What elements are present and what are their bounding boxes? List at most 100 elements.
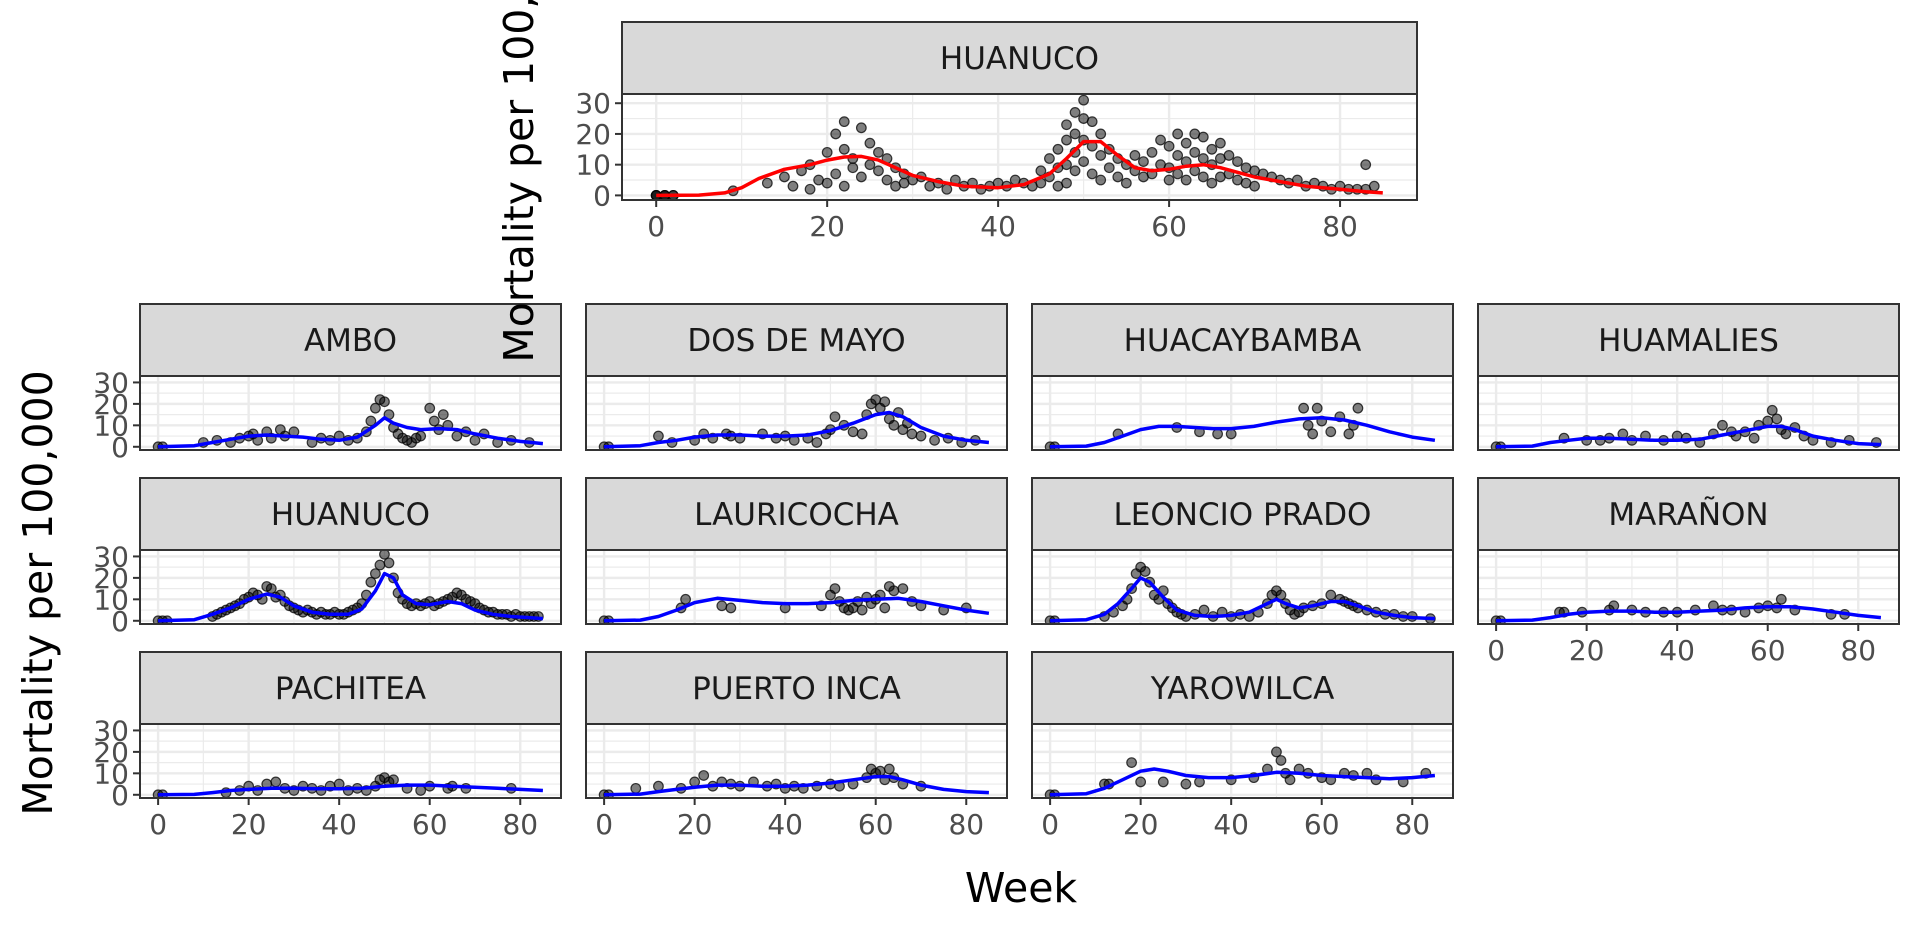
data-point bbox=[1126, 757, 1137, 769]
data-point bbox=[856, 428, 868, 440]
data-point bbox=[829, 411, 841, 423]
facet-strip bbox=[585, 303, 1008, 377]
data-point bbox=[1112, 171, 1124, 183]
panel-background bbox=[586, 550, 1007, 624]
trend-line bbox=[604, 410, 990, 449]
data-point bbox=[1138, 156, 1149, 167]
data-point bbox=[881, 174, 893, 186]
x-tick-label: 40 bbox=[1213, 808, 1249, 841]
data-point bbox=[1198, 604, 1210, 616]
data-point bbox=[1206, 177, 1218, 189]
data-point bbox=[451, 430, 463, 442]
data-point bbox=[1771, 413, 1783, 425]
trend-line bbox=[1496, 424, 1881, 449]
x-tick-label: 60 bbox=[858, 808, 894, 841]
facet-strip-label: HUAMALIES bbox=[1598, 323, 1779, 359]
gridlines bbox=[586, 376, 1007, 450]
facet-strip-label: HUANUCO bbox=[940, 41, 1099, 77]
data-point bbox=[1069, 107, 1081, 118]
data-point bbox=[864, 137, 876, 149]
data-point bbox=[1214, 137, 1226, 149]
bottom-y-axis-title: Mortality per 100,000 bbox=[14, 370, 62, 815]
data-point bbox=[469, 434, 481, 446]
facet-strip-label: AMBO bbox=[304, 323, 397, 359]
data-point bbox=[838, 143, 850, 155]
gridlines bbox=[586, 550, 1007, 624]
data-point bbox=[1129, 150, 1141, 161]
facet-strip-label: PUERTO INCA bbox=[692, 671, 901, 707]
trend-line bbox=[1050, 576, 1435, 623]
panel-border bbox=[1031, 549, 1454, 625]
data-point bbox=[1103, 162, 1115, 174]
data-point bbox=[847, 426, 859, 438]
data-point bbox=[1135, 776, 1147, 788]
facet-huacaybamba-3: HUACAYBAMBA bbox=[1031, 303, 1454, 451]
data-point bbox=[883, 763, 895, 775]
x-tick-label: 80 bbox=[948, 808, 984, 841]
data-point bbox=[1163, 140, 1175, 152]
data-point bbox=[821, 146, 833, 158]
data-point bbox=[1302, 419, 1314, 431]
data-point bbox=[804, 183, 816, 195]
data-point bbox=[1189, 146, 1201, 158]
data-point bbox=[379, 550, 390, 560]
trend-line bbox=[158, 416, 544, 449]
y-tick-label: 0 bbox=[111, 605, 129, 638]
data-point bbox=[1225, 428, 1237, 440]
data-point bbox=[1155, 134, 1166, 146]
panel-border bbox=[139, 723, 562, 799]
data-point bbox=[879, 396, 891, 408]
data-point bbox=[1717, 419, 1728, 431]
data-point bbox=[1325, 589, 1337, 601]
trend-line bbox=[604, 596, 990, 623]
data-point bbox=[1275, 755, 1287, 766]
facet-lauricocha-6: LAURICOCHA bbox=[585, 477, 1008, 625]
data-point bbox=[855, 171, 867, 183]
data-point bbox=[1360, 159, 1372, 171]
facet-strip-label: LAURICOCHA bbox=[694, 497, 899, 533]
data-point bbox=[829, 583, 841, 595]
facet-strip-label: PACHITEA bbox=[275, 671, 426, 707]
y-tick-label: 30 bbox=[93, 714, 129, 747]
y-tick-label: 30 bbox=[93, 540, 129, 573]
panel-border bbox=[585, 549, 1008, 625]
x-tick-label: 40 bbox=[321, 808, 357, 841]
y-tick-label: 20 bbox=[93, 736, 129, 769]
data-point bbox=[716, 600, 728, 612]
x-tick-label: 0 bbox=[149, 808, 167, 841]
data-point bbox=[873, 165, 884, 177]
y-tick-label: 10 bbox=[575, 149, 611, 182]
facet-strip bbox=[1477, 303, 1900, 377]
data-point bbox=[1095, 150, 1107, 161]
data-point bbox=[856, 604, 868, 616]
trend-line bbox=[1050, 416, 1436, 449]
facet-strip bbox=[139, 303, 562, 377]
data-point bbox=[1748, 432, 1760, 444]
data-point bbox=[1223, 150, 1235, 161]
data-point bbox=[761, 177, 773, 189]
data-point bbox=[1069, 165, 1081, 177]
data-point bbox=[365, 415, 377, 427]
data-point bbox=[1086, 168, 1098, 180]
x-tick-label: 60 bbox=[1304, 808, 1340, 841]
data-point bbox=[838, 180, 850, 192]
data-point bbox=[897, 583, 909, 595]
panel-border bbox=[585, 375, 1008, 451]
data-point bbox=[1180, 778, 1192, 790]
data-point bbox=[1197, 171, 1209, 183]
data-point bbox=[374, 559, 386, 571]
facet-strip bbox=[1477, 477, 1900, 551]
y-tick-label: 20 bbox=[93, 562, 129, 595]
data-point bbox=[873, 146, 884, 158]
panel-border bbox=[1477, 375, 1900, 451]
facet-mara-on-8: MARAÑON 0 20 40 60 80 bbox=[1477, 477, 1900, 667]
x-tick-label: 40 bbox=[1659, 634, 1695, 667]
data-point bbox=[821, 177, 833, 189]
data-point bbox=[1172, 150, 1184, 161]
data-point bbox=[906, 428, 918, 440]
data-point bbox=[1052, 143, 1064, 155]
